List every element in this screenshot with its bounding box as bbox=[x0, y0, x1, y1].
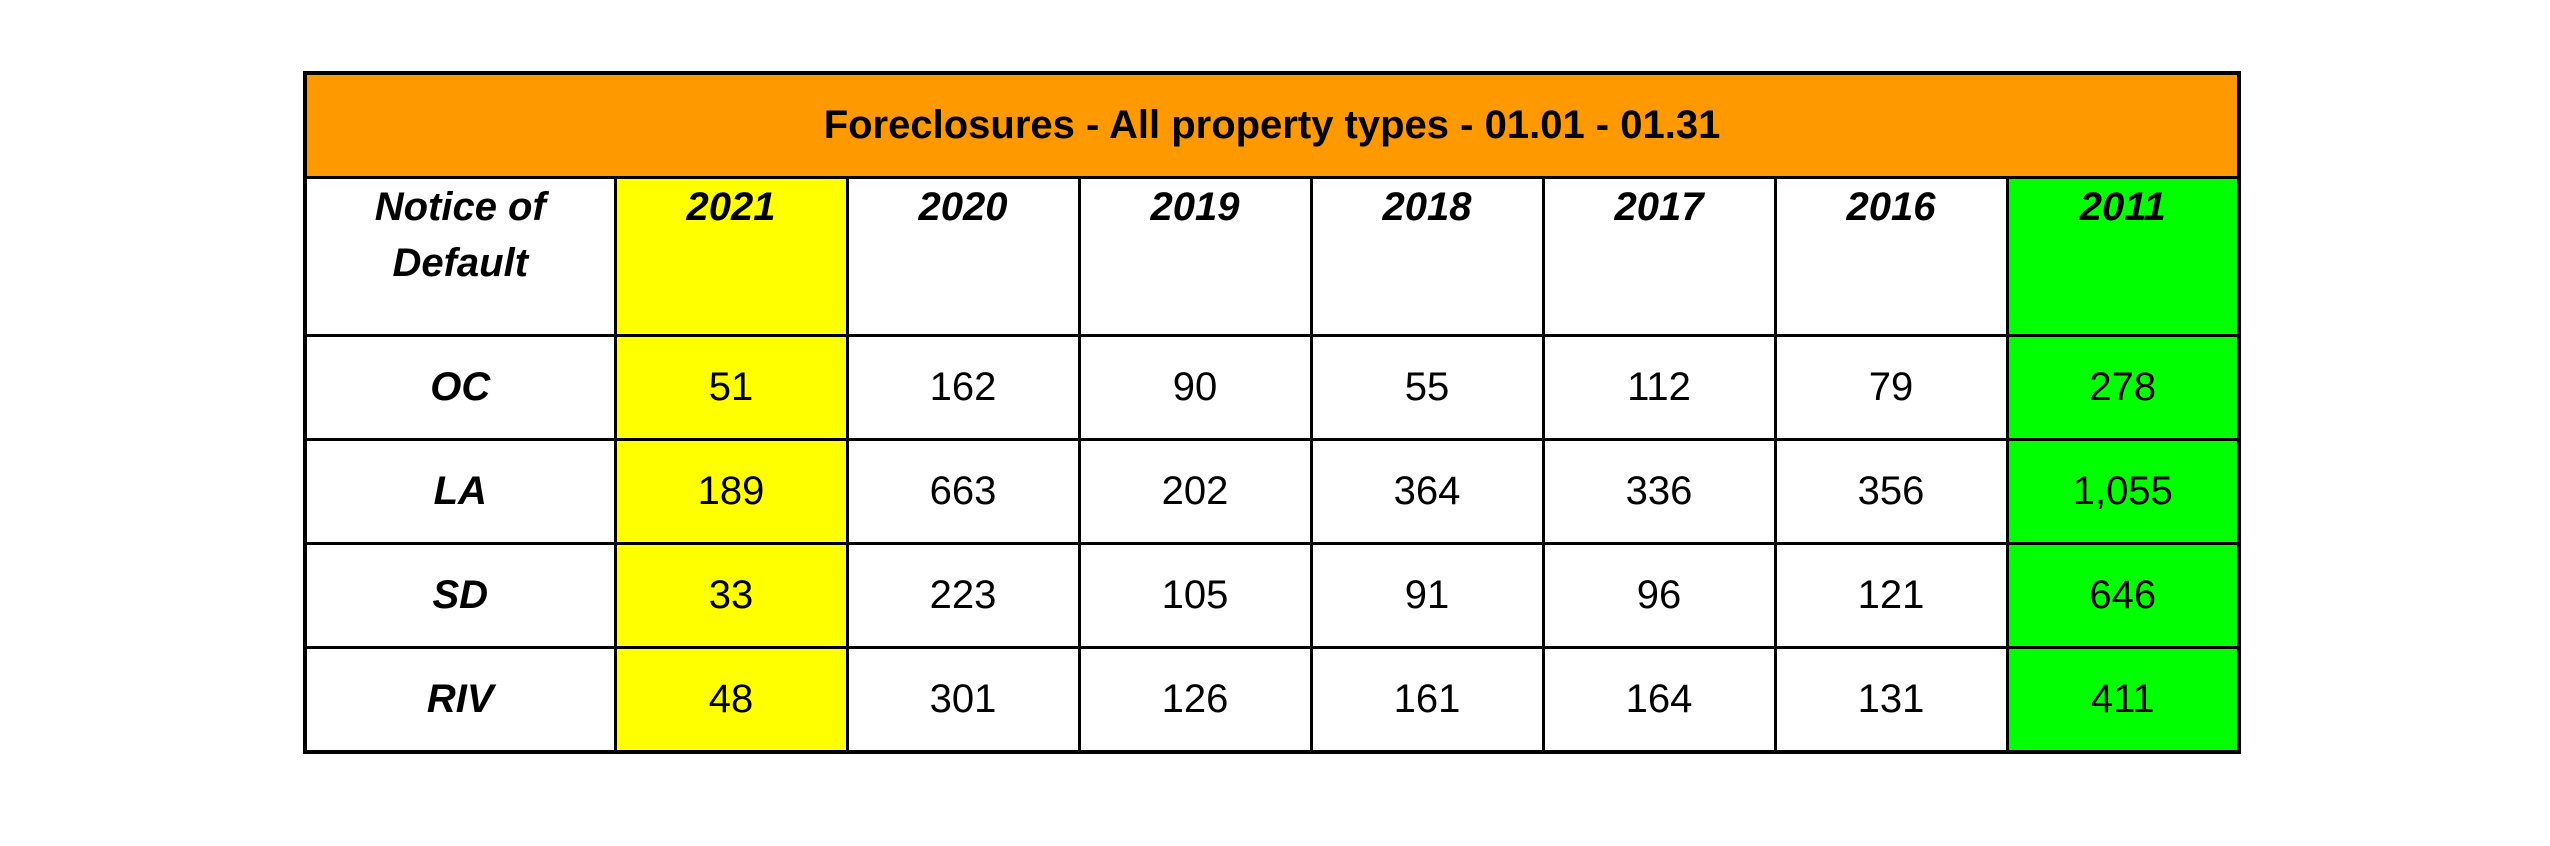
table-row-riv: RIV 48 301 126 161 164 131 411 bbox=[303, 646, 2241, 754]
cell-2019: 126 bbox=[1077, 646, 1313, 754]
cell-2020: 301 bbox=[845, 646, 1081, 754]
notice-of-default-header: Notice of Default bbox=[303, 176, 617, 337]
cell-2018: 364 bbox=[1309, 438, 1545, 545]
header-label-line2: Default bbox=[392, 241, 529, 285]
cell-2017: 96 bbox=[1541, 542, 1777, 649]
table-title: Foreclosures - All property types - 01.0… bbox=[303, 71, 2241, 179]
foreclosures-table: Foreclosures - All property types - 01.0… bbox=[303, 71, 2242, 754]
title-row: Foreclosures - All property types - 01.0… bbox=[303, 71, 2241, 179]
row-label: OC bbox=[303, 334, 617, 441]
year-header-2017: 2017 bbox=[1541, 176, 1777, 337]
cell-2016: 356 bbox=[1773, 438, 2009, 545]
row-label: SD bbox=[303, 542, 617, 649]
cell-2017: 336 bbox=[1541, 438, 1777, 545]
table-row-la: LA 189 663 202 364 336 356 1,055 bbox=[303, 438, 2241, 545]
cell-2021: 48 bbox=[613, 646, 849, 754]
year-header-2021: 2021 bbox=[613, 176, 849, 337]
cell-2017: 164 bbox=[1541, 646, 1777, 754]
cell-2016: 79 bbox=[1773, 334, 2009, 441]
cell-2019: 202 bbox=[1077, 438, 1313, 545]
header-row: Notice of Default 2021 2020 2019 2018 20… bbox=[303, 176, 2241, 337]
year-header-2019: 2019 bbox=[1077, 176, 1313, 337]
cell-2018: 161 bbox=[1309, 646, 1545, 754]
cell-2020: 223 bbox=[845, 542, 1081, 649]
row-label: RIV bbox=[303, 646, 617, 754]
cell-2019: 90 bbox=[1077, 334, 1313, 441]
cell-2016: 131 bbox=[1773, 646, 2009, 754]
cell-2018: 55 bbox=[1309, 334, 1545, 441]
table-row-sd: SD 33 223 105 91 96 121 646 bbox=[303, 542, 2241, 649]
table-row-oc: OC 51 162 90 55 112 79 278 bbox=[303, 334, 2241, 441]
cell-2021: 189 bbox=[613, 438, 849, 545]
year-header-2020: 2020 bbox=[845, 176, 1081, 337]
cell-2017: 112 bbox=[1541, 334, 1777, 441]
cell-2021: 33 bbox=[613, 542, 849, 649]
year-header-2011: 2011 bbox=[2005, 176, 2241, 337]
cell-2011: 1,055 bbox=[2005, 438, 2241, 545]
header-label-line1: Notice of bbox=[374, 185, 546, 229]
cell-2011: 278 bbox=[2005, 334, 2241, 441]
year-header-2018: 2018 bbox=[1309, 176, 1545, 337]
cell-2020: 162 bbox=[845, 334, 1081, 441]
year-header-2016: 2016 bbox=[1773, 176, 2009, 337]
cell-2011: 411 bbox=[2005, 646, 2241, 754]
cell-2011: 646 bbox=[2005, 542, 2241, 649]
cell-2020: 663 bbox=[845, 438, 1081, 545]
row-label: LA bbox=[303, 438, 617, 545]
cell-2016: 121 bbox=[1773, 542, 2009, 649]
cell-2021: 51 bbox=[613, 334, 849, 441]
cell-2019: 105 bbox=[1077, 542, 1313, 649]
cell-2018: 91 bbox=[1309, 542, 1545, 649]
